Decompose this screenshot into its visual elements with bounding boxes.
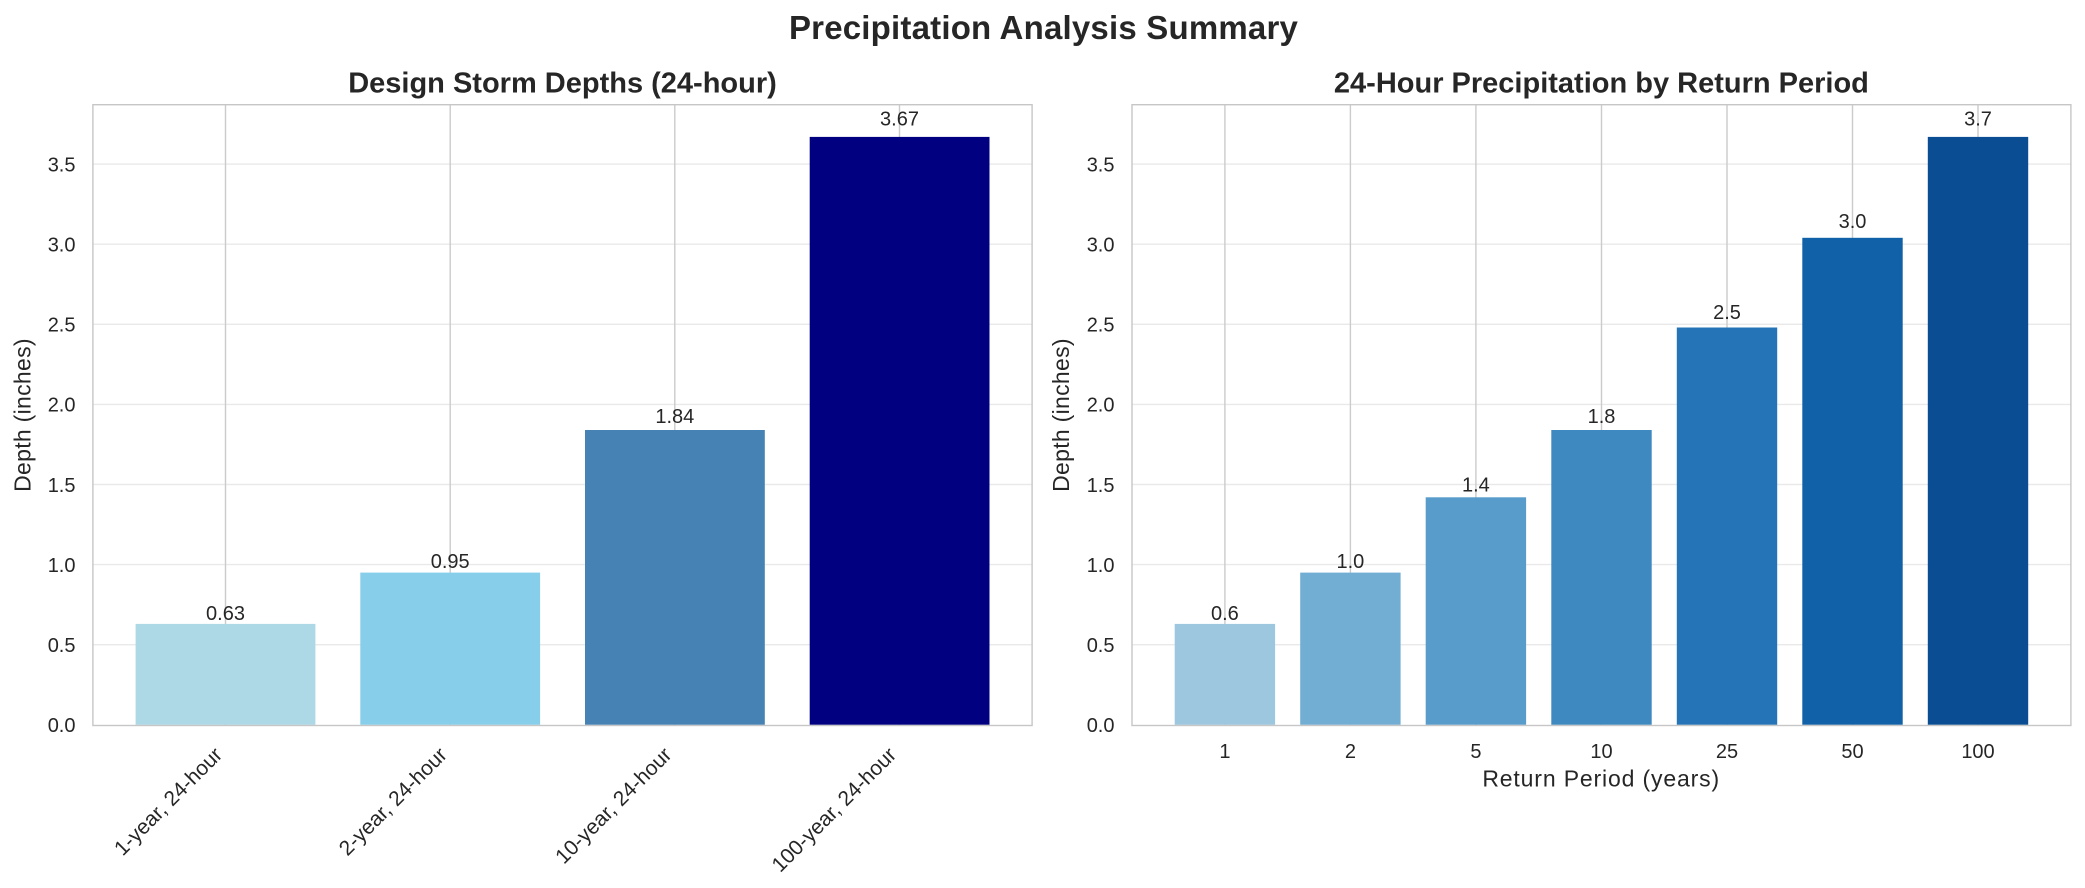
svg-text:3.0: 3.0 bbox=[1087, 235, 1115, 257]
svg-text:1.8: 1.8 bbox=[1588, 406, 1616, 428]
svg-text:2.0: 2.0 bbox=[1087, 395, 1115, 417]
svg-text:Precipitation Analysis Summary: Precipitation Analysis Summary bbox=[789, 9, 1299, 46]
svg-text:Depth (inches): Depth (inches) bbox=[10, 338, 36, 492]
svg-text:24-Hour Precipitation by Retur: 24-Hour Precipitation by Return Period bbox=[1334, 68, 1869, 100]
svg-text:3.0: 3.0 bbox=[48, 235, 76, 257]
svg-text:1.84: 1.84 bbox=[655, 406, 694, 428]
svg-text:10: 10 bbox=[1590, 741, 1612, 763]
svg-text:100: 100 bbox=[1961, 741, 1994, 763]
svg-text:5: 5 bbox=[1470, 741, 1481, 763]
svg-text:0.63: 0.63 bbox=[206, 603, 245, 625]
svg-text:1: 1 bbox=[1219, 741, 1230, 763]
svg-text:Design Storm Depths (24-hour): Design Storm Depths (24-hour) bbox=[348, 68, 777, 100]
svg-text:Depth (inches): Depth (inches) bbox=[1048, 338, 1074, 492]
svg-text:1.5: 1.5 bbox=[1087, 475, 1115, 497]
svg-text:Return Period (years): Return Period (years) bbox=[1482, 766, 1720, 792]
svg-text:3.7: 3.7 bbox=[1964, 108, 1992, 130]
svg-text:3.5: 3.5 bbox=[48, 154, 76, 176]
svg-text:2.0: 2.0 bbox=[48, 395, 76, 417]
svg-text:3.0: 3.0 bbox=[1839, 211, 1867, 233]
svg-text:1.0: 1.0 bbox=[1336, 551, 1364, 573]
svg-text:0.6: 0.6 bbox=[1211, 603, 1239, 625]
svg-text:2.5: 2.5 bbox=[1713, 302, 1741, 324]
svg-text:2: 2 bbox=[1345, 741, 1356, 763]
svg-text:1.0: 1.0 bbox=[1087, 555, 1115, 577]
svg-text:0.0: 0.0 bbox=[48, 715, 76, 737]
svg-text:2.5: 2.5 bbox=[48, 315, 76, 337]
svg-text:0.0: 0.0 bbox=[1087, 715, 1115, 737]
svg-text:3.67: 3.67 bbox=[880, 108, 919, 130]
svg-text:1.5: 1.5 bbox=[48, 475, 76, 497]
svg-text:1.4: 1.4 bbox=[1462, 475, 1490, 497]
svg-text:0.95: 0.95 bbox=[431, 551, 470, 573]
svg-text:3.5: 3.5 bbox=[1087, 154, 1115, 176]
svg-text:2.5: 2.5 bbox=[1087, 315, 1115, 337]
svg-text:50: 50 bbox=[1841, 741, 1863, 763]
svg-text:25: 25 bbox=[1716, 741, 1738, 763]
svg-text:1.0: 1.0 bbox=[48, 555, 76, 577]
svg-text:0.5: 0.5 bbox=[1087, 635, 1115, 657]
svg-text:0.5: 0.5 bbox=[48, 635, 76, 657]
